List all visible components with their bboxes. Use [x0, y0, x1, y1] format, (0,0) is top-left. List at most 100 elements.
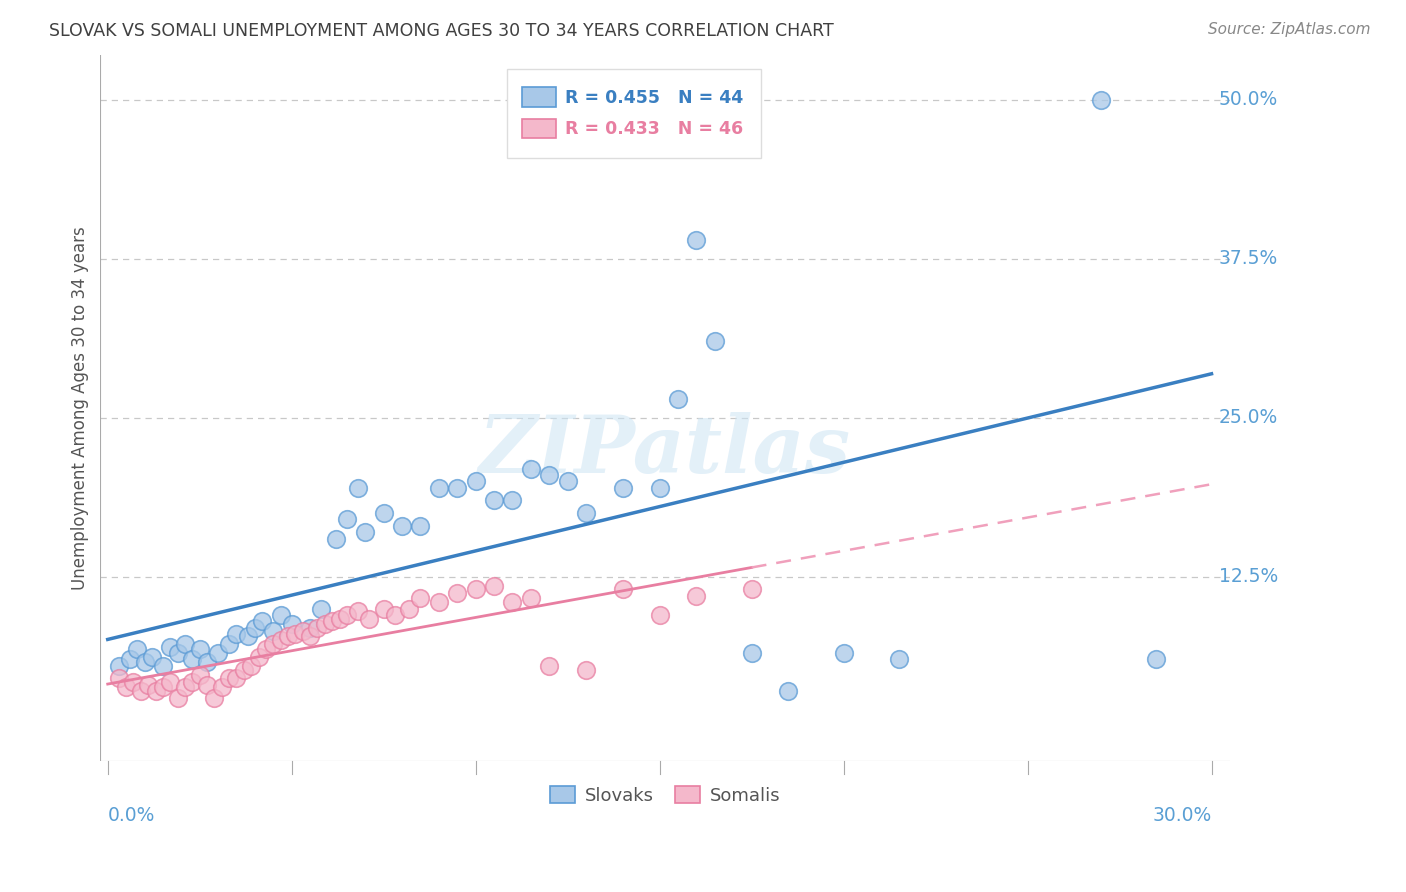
Point — [538, 658, 561, 673]
Point — [188, 642, 211, 657]
Point — [107, 672, 129, 686]
Point — [159, 640, 181, 654]
Point — [166, 690, 188, 705]
Point — [666, 392, 689, 406]
Point — [307, 621, 329, 635]
Point — [127, 642, 149, 657]
Point — [648, 481, 671, 495]
Point — [232, 663, 254, 677]
Point — [270, 607, 292, 622]
Point — [247, 649, 270, 664]
FancyBboxPatch shape — [522, 87, 555, 107]
Point — [685, 233, 707, 247]
Point — [152, 658, 174, 673]
Point — [427, 481, 450, 495]
FancyBboxPatch shape — [508, 70, 761, 158]
Point — [270, 633, 292, 648]
Point — [741, 646, 763, 660]
Text: 50.0%: 50.0% — [1219, 90, 1278, 109]
Point — [252, 614, 274, 628]
Point — [207, 646, 229, 660]
Point — [347, 481, 370, 495]
Point — [166, 646, 188, 660]
Point — [427, 595, 450, 609]
Text: 0.0%: 0.0% — [108, 805, 155, 825]
Point — [446, 481, 468, 495]
Point — [309, 601, 332, 615]
Point — [482, 493, 505, 508]
Point — [299, 630, 322, 644]
Point — [391, 518, 413, 533]
Point — [741, 582, 763, 597]
Point — [254, 642, 277, 657]
Point — [336, 607, 359, 622]
Point — [648, 607, 671, 622]
Point — [277, 630, 299, 644]
Point — [685, 589, 707, 603]
Point — [188, 667, 211, 681]
Point — [262, 624, 284, 639]
Point — [299, 621, 322, 635]
Point — [887, 652, 910, 666]
Legend: Slovaks, Somalis: Slovaks, Somalis — [543, 779, 787, 812]
Point — [284, 627, 307, 641]
Point — [236, 630, 259, 644]
Point — [202, 690, 225, 705]
Point — [612, 481, 634, 495]
Text: ZIPatlas: ZIPatlas — [479, 412, 851, 490]
Point — [357, 612, 380, 626]
Point — [122, 675, 145, 690]
Point — [174, 637, 197, 651]
Point — [482, 579, 505, 593]
Point — [1144, 652, 1167, 666]
Point — [325, 532, 347, 546]
Point — [409, 518, 432, 533]
Point — [384, 607, 406, 622]
Point — [211, 681, 233, 695]
Text: Source: ZipAtlas.com: Source: ZipAtlas.com — [1208, 22, 1371, 37]
Point — [520, 591, 543, 606]
Point — [159, 675, 181, 690]
Point — [181, 675, 204, 690]
Point — [129, 684, 152, 698]
Point — [174, 681, 197, 695]
Point — [703, 334, 725, 349]
Point — [398, 601, 420, 615]
Point — [225, 672, 247, 686]
Point — [373, 601, 395, 615]
Text: 30.0%: 30.0% — [1153, 805, 1212, 825]
Point — [107, 658, 129, 673]
Text: 12.5%: 12.5% — [1219, 567, 1278, 586]
Point — [115, 681, 138, 695]
Point — [218, 672, 240, 686]
Point — [347, 604, 370, 618]
Point — [240, 658, 263, 673]
Point — [262, 637, 284, 651]
Point — [134, 655, 156, 669]
Point — [291, 624, 314, 639]
Point — [446, 586, 468, 600]
Text: SLOVAK VS SOMALI UNEMPLOYMENT AMONG AGES 30 TO 34 YEARS CORRELATION CHART: SLOVAK VS SOMALI UNEMPLOYMENT AMONG AGES… — [49, 22, 834, 40]
Point — [218, 637, 240, 651]
Point — [778, 684, 800, 698]
Point — [557, 475, 579, 489]
Point — [464, 582, 486, 597]
Point — [328, 612, 350, 626]
Point — [501, 493, 523, 508]
Point — [321, 614, 343, 628]
Point — [409, 591, 432, 606]
Text: R = 0.433   N = 46: R = 0.433 N = 46 — [565, 120, 742, 138]
Point — [336, 512, 359, 526]
Point — [373, 506, 395, 520]
Point — [575, 506, 598, 520]
Point — [243, 621, 266, 635]
Point — [136, 678, 159, 692]
Point — [195, 655, 218, 669]
Point — [464, 475, 486, 489]
Point — [832, 646, 855, 660]
Point — [280, 616, 302, 631]
Point — [354, 525, 377, 540]
Point — [314, 616, 336, 631]
Point — [181, 652, 204, 666]
Text: 25.0%: 25.0% — [1219, 409, 1278, 427]
